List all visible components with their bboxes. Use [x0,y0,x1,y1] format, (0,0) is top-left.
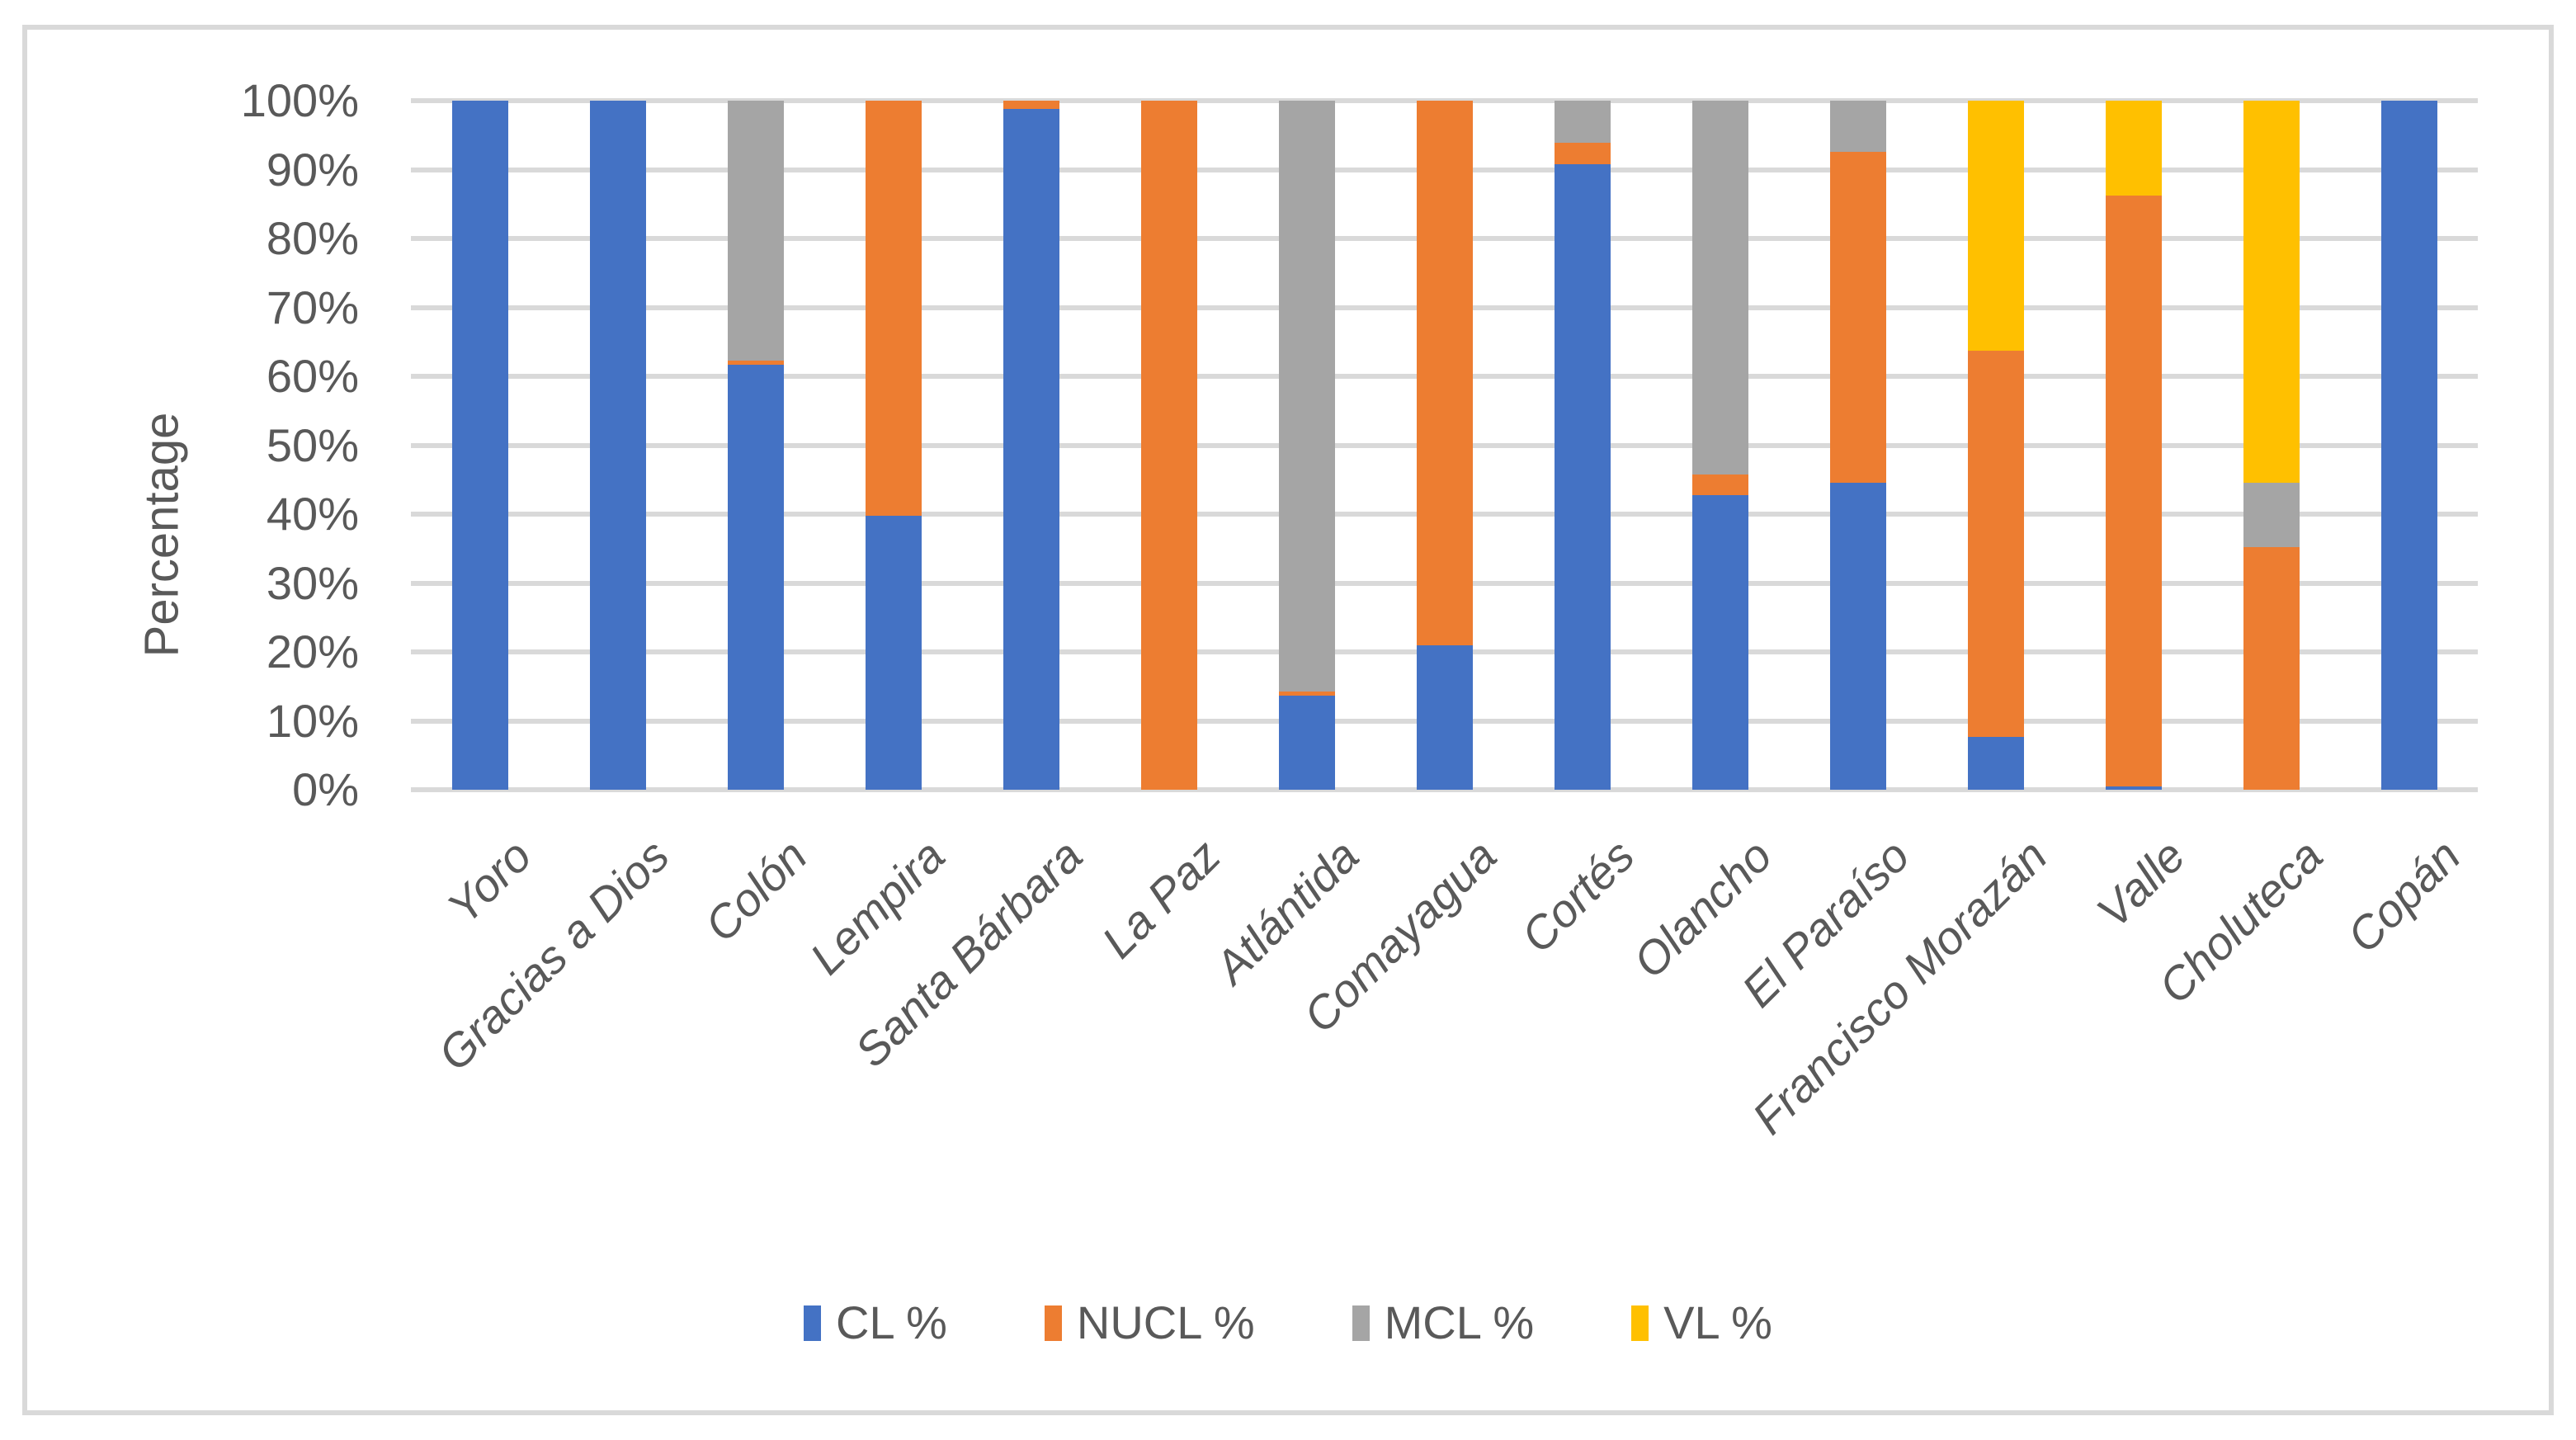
legend-swatch [1044,1305,1062,1341]
bar-segment [1554,142,1611,164]
bar-segment [1278,691,1335,696]
bar-segment [1416,101,1473,645]
bar-segment [1003,109,1059,790]
y-tick-label: 60% [266,350,359,402]
y-tick-label: 70% [266,281,359,333]
bar-segment [2243,101,2300,483]
bar-segment [2243,482,2300,548]
y-tick-label: 90% [266,143,359,196]
legend: CL % NUCL % MCL % VL % [0,1294,2576,1352]
bar-segment [2380,101,2437,790]
chart-border [22,25,2554,1415]
bar-segment [1691,494,1748,790]
bar-segment [2243,547,2300,790]
bar-segment [1691,474,1748,495]
y-tick-label: 20% [266,626,359,678]
bar-segment [1554,163,1611,790]
bar-segment [1554,101,1611,143]
y-tick-label: 10% [266,694,359,747]
y-tick-label: 30% [266,556,359,609]
bar-segment [1278,695,1335,790]
bar-segment [1967,351,2024,737]
legend-item: MCL % [1352,1296,1535,1348]
bar-segment [589,101,646,790]
bar-segment [1829,101,1886,152]
bar-segment [1829,151,1886,484]
y-axis-title: Percentage [134,412,189,658]
y-tick-label: 40% [266,488,359,540]
bar-segment [451,101,508,790]
bar-segment [1967,736,2024,790]
bar-segment [2105,786,2162,790]
legend-swatch [1631,1305,1649,1341]
bar-segment [865,515,922,790]
bar-segment [1416,644,1473,790]
legend-item: NUCL % [1044,1296,1255,1348]
gridline [411,787,2478,792]
bar-segment [727,101,784,361]
bar-segment [2105,196,2162,786]
legend-label: VL % [1663,1296,1772,1348]
legend-label: MCL % [1384,1296,1535,1348]
y-tick-label: 100% [240,74,359,126]
bar-segment [727,360,784,365]
bar-segment [1967,101,2024,352]
legend-swatch [804,1305,822,1341]
y-tick-label: 50% [266,418,359,471]
bar-segment [1140,101,1197,790]
legend-label: NUCL % [1076,1296,1255,1348]
y-tick-label: 80% [266,212,359,264]
y-tick-label: 0% [292,763,359,815]
bar-segment [1691,101,1748,475]
bar-segment [865,101,922,516]
legend-label: CL % [836,1296,947,1348]
bar-segment [2105,101,2162,196]
legend-item: CL % [804,1298,947,1348]
legend-item: VL % [1631,1298,1772,1348]
bar-segment [1003,101,1059,110]
bar-segment [727,364,784,790]
legend-swatch [1352,1305,1370,1341]
bar-segment [1829,483,1886,790]
bar-segment [1278,101,1335,692]
